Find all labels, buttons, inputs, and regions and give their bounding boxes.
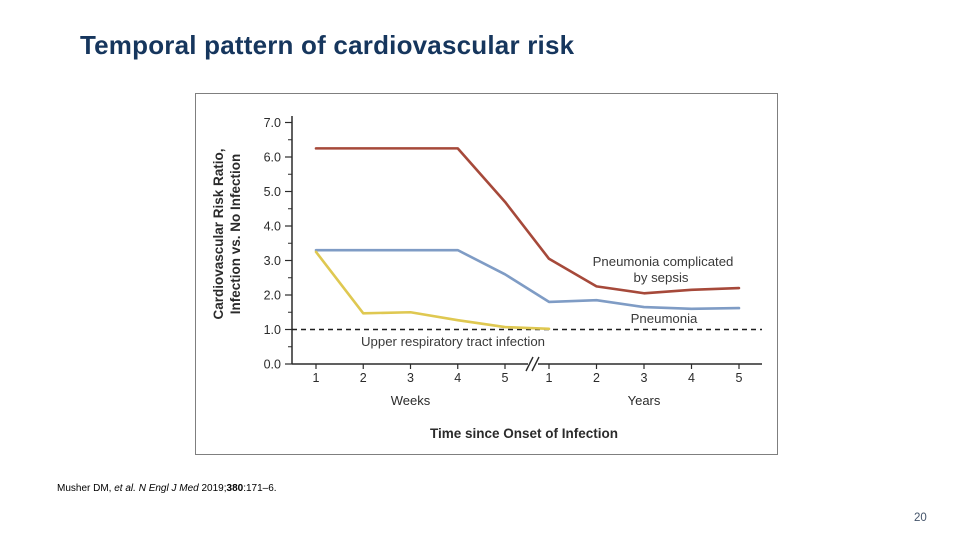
series-line-upper-respiratory-tract-infection [314,250,551,331]
x-tick-label: 2 [360,371,367,385]
y-tick-label: 6.0 [264,151,281,165]
series-label-pneumonia-complicated-by-sepsis: Pneumonia complicated [593,254,734,269]
y-tick-label: 3.0 [264,254,281,268]
series-label-pneumonia: Pneumonia [631,311,698,326]
series-line-pneumonia-complicated-by-sepsis [314,147,741,295]
y-axis-title: Cardiovascular Risk Ratio, [211,148,226,319]
y-tick-label: 1.0 [264,323,281,337]
y-tick-label: 2.0 [264,289,281,303]
x-segment-label-years: Years [628,393,661,408]
x-tick-label: 5 [736,371,743,385]
slide-title: Temporal pattern of cardiovascular risk [80,30,575,60]
page-number-label: 20 [914,512,927,524]
series-label-pneumonia-complicated-by-sepsis: by sepsis [634,270,689,285]
series-line-pneumonia [314,248,741,311]
citation-journal: et al. N Engl J Med [114,483,202,494]
axis-break-gap [528,361,538,367]
x-segment-label-weeks: Weeks [391,393,431,408]
x-axis-title: Time since Onset of Infection [430,426,618,441]
citation: Musher DM, et al. N Engl J Med 2019;380:… [57,483,277,494]
y-axis-title: Infection vs. No Infection [228,154,243,315]
citation-pages: :171–6. [243,483,277,494]
y-tick-label: 4.0 [264,220,281,234]
x-tick-label: 3 [407,371,414,385]
citation-year: 2019; [201,483,227,494]
cardiovascular-risk-line-chart: 0.0 1.0 2.0 3.0 4.0 5.0 6.0 7.0 1 2 3 4 5 Weeks 1 2 3 4 5 Y… [211,116,762,441]
x-tick-label: 1 [546,371,553,385]
x-tick-label: 4 [454,371,461,385]
chart-panel: 0.0 1.0 2.0 3.0 4.0 5.0 6.0 7.0 1 2 3 4 5 Weeks 1 2 3 4 5 Y… [195,93,778,455]
x-tick-label: 4 [688,371,695,385]
x-tick-label: 5 [502,371,509,385]
axis-break-icon [525,356,534,372]
y-tick-label: 7.0 [264,116,281,130]
citation-authors: Musher DM, [57,483,115,494]
y-tick-label: 0.0 [264,358,281,372]
axis-break-icon [531,356,540,372]
citation-volume: 380 [226,483,244,494]
y-tick-label: 5.0 [264,185,281,199]
x-tick-label: 3 [641,371,648,385]
x-tick-label: 2 [593,371,600,385]
series-label-upper-respiratory-tract-infection: Upper respiratory tract infection [361,334,545,349]
x-tick-label: 1 [313,371,320,385]
